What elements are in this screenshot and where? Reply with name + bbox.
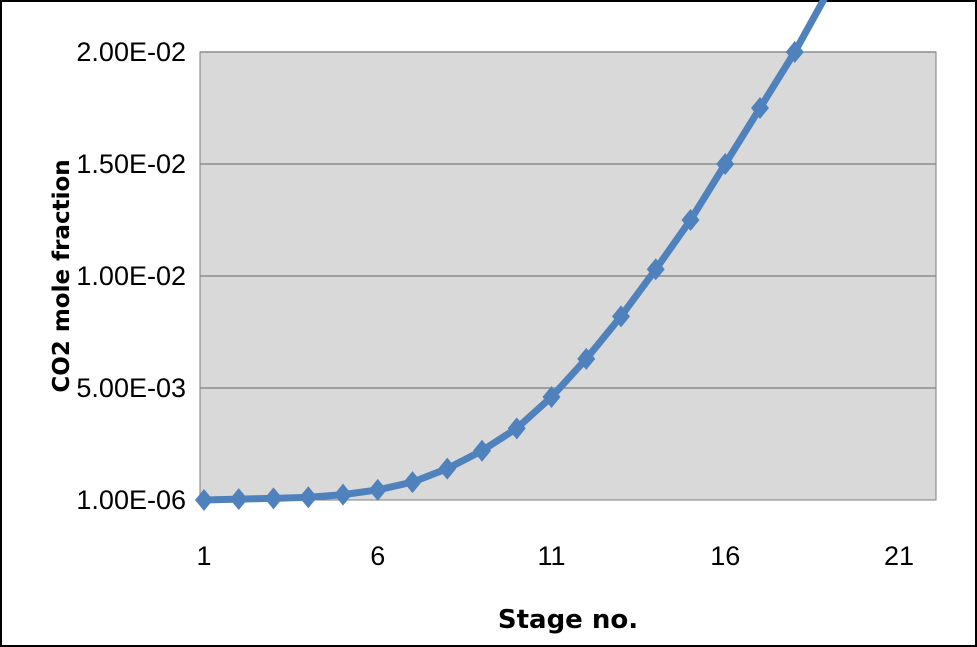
y-tick-label: 5.00E-03 — [76, 373, 186, 403]
x-tick-label: 1 — [196, 541, 211, 571]
data-point-marker — [473, 439, 491, 462]
y-tick-label: 2.00E-02 — [76, 37, 186, 67]
data-point-marker — [542, 385, 561, 408]
data-point-marker — [195, 488, 213, 511]
data-point-marker — [785, 41, 804, 63]
data-point-marker — [403, 471, 422, 494]
data-point-marker — [751, 97, 769, 119]
y-axis-title: CO2 mole fraction — [49, 159, 75, 392]
x-tick-label: 16 — [710, 541, 740, 571]
data-point-marker — [299, 486, 318, 509]
data-point-marker — [681, 209, 700, 231]
x-tick-label: 6 — [370, 541, 385, 571]
data-point-marker — [716, 153, 735, 175]
x-tick-label: 11 — [537, 541, 565, 571]
data-point-marker — [646, 258, 665, 281]
y-tick-label: 1.50E-02 — [76, 149, 186, 179]
y-tick-labels: 1.00E-06 5.00E-03 1.00E-02 1.50E-02 2.00E-02 — [76, 37, 186, 515]
data-point-marker — [264, 487, 283, 510]
x-axis-title: Stage no. — [498, 605, 638, 635]
data-point-marker — [577, 347, 596, 370]
y-tick-label: 1.00E-06 — [76, 485, 186, 515]
series-co2 — [195, 0, 830, 511]
data-point-marker — [368, 478, 387, 501]
x-tick-label: 21 — [884, 541, 914, 571]
gridlines — [200, 51, 936, 389]
data-point-marker — [507, 417, 526, 440]
data-point-marker — [612, 305, 630, 328]
data-point-marker — [334, 483, 352, 506]
y-tick-label: 1.00E-02 — [76, 261, 186, 291]
data-point-marker — [229, 488, 248, 511]
data-point-marker — [438, 457, 457, 480]
x-tick-labels: 1 6 11 16 21 — [196, 541, 914, 571]
